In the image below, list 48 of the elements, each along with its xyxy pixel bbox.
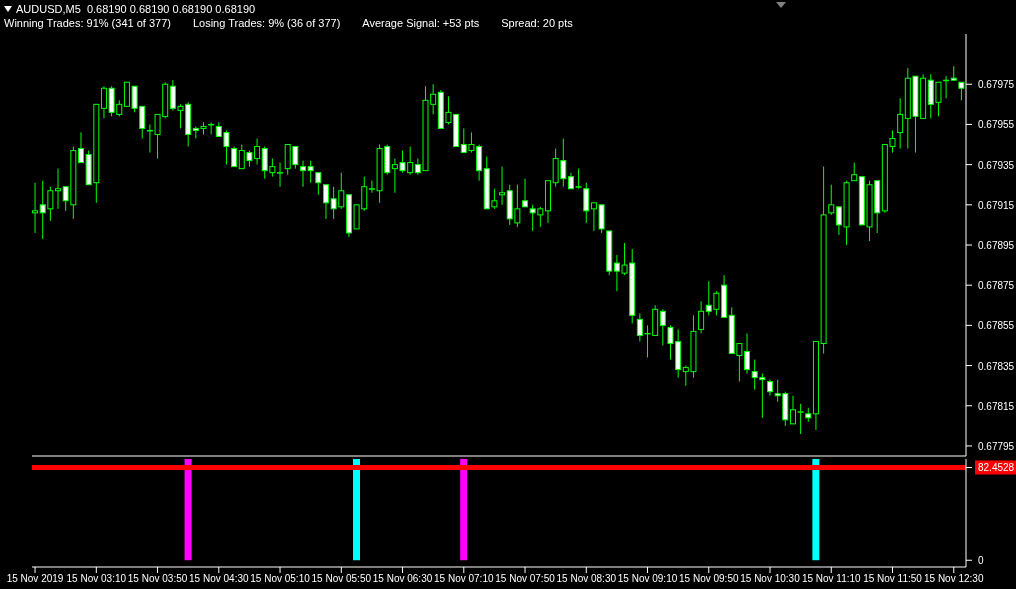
- y-tick-label: 0.67855: [978, 320, 1015, 332]
- x-tick-label: 15 Nov 03:10: [66, 573, 127, 585]
- y-tick-label: 82.4528: [978, 462, 1015, 474]
- x-tick-label: 15 Nov 04:30: [189, 573, 249, 585]
- candlestick: [698, 300, 705, 334]
- y-tick-label: 0.67955: [978, 119, 1015, 131]
- y-tick-label: 0.67875: [978, 280, 1015, 292]
- y-tick-label: 0.67815: [978, 400, 1015, 412]
- y-tick-label: 0: [978, 555, 984, 567]
- y-tick-label: 0.67915: [978, 199, 1015, 211]
- x-tick-label: 15 Nov 07:50: [495, 573, 556, 585]
- x-tick-label: 15 Nov 12:30: [924, 573, 984, 585]
- y-tick-label: 0.67975: [978, 79, 1015, 91]
- candlestick: [499, 166, 506, 206]
- candlestick: [851, 162, 858, 182]
- candlestick: [828, 184, 835, 216]
- y-tick-label: 0.67895: [978, 240, 1015, 251]
- text: Average Signal: +53 pts: [362, 16, 480, 30]
- candlestick: [897, 97, 904, 150]
- candlestick: [522, 178, 529, 208]
- candlestick: [231, 146, 238, 168]
- x-tick-label: 15 Nov 10:30: [740, 573, 801, 585]
- text: Losing Trades: 9% (36 of 377): [192, 16, 341, 30]
- chart-title: AUDUSD,M5 0.68190 0.68190 0.68190 0.68190: [16, 2, 256, 16]
- x-tick-label: 15 Nov 09:10: [617, 573, 678, 585]
- candlestick: [307, 160, 314, 184]
- x-tick-label: 15 Nov 08:30: [556, 573, 617, 585]
- y-tick-label: 0.67795: [978, 440, 1015, 452]
- y-tick-label: 0.67835: [978, 360, 1015, 372]
- y-tick-label: 0.67935: [978, 159, 1015, 171]
- x-tick-label: 15 Nov 05:50: [311, 573, 372, 585]
- x-tick-label: 15 Nov 03:50: [127, 573, 188, 585]
- candlestick: [315, 172, 322, 196]
- x-tick-label: 15 Nov 07:10: [434, 573, 494, 585]
- candlestick: [208, 121, 215, 135]
- x-tick-label: 15 Nov 09:50: [679, 573, 739, 585]
- x-tick-label: 15 Nov 2019: [6, 573, 64, 585]
- x-tick-label: 15 Nov 11:50: [863, 573, 923, 585]
- candlestick: [583, 182, 590, 224]
- x-tick-label: 15 Nov 05:10: [250, 573, 311, 585]
- x-tick-label: 15 Nov 11:10: [801, 573, 862, 585]
- candlestick: [300, 160, 307, 188]
- candlestick: [659, 308, 666, 346]
- candlestick: [78, 131, 84, 164]
- candlestick: [32, 182, 39, 234]
- text: Winning Trades: 91% (341 of 377): [4, 16, 171, 30]
- text: Spread: 20 pts: [501, 16, 573, 30]
- x-tick-label: 15 Nov 06:30: [372, 573, 433, 585]
